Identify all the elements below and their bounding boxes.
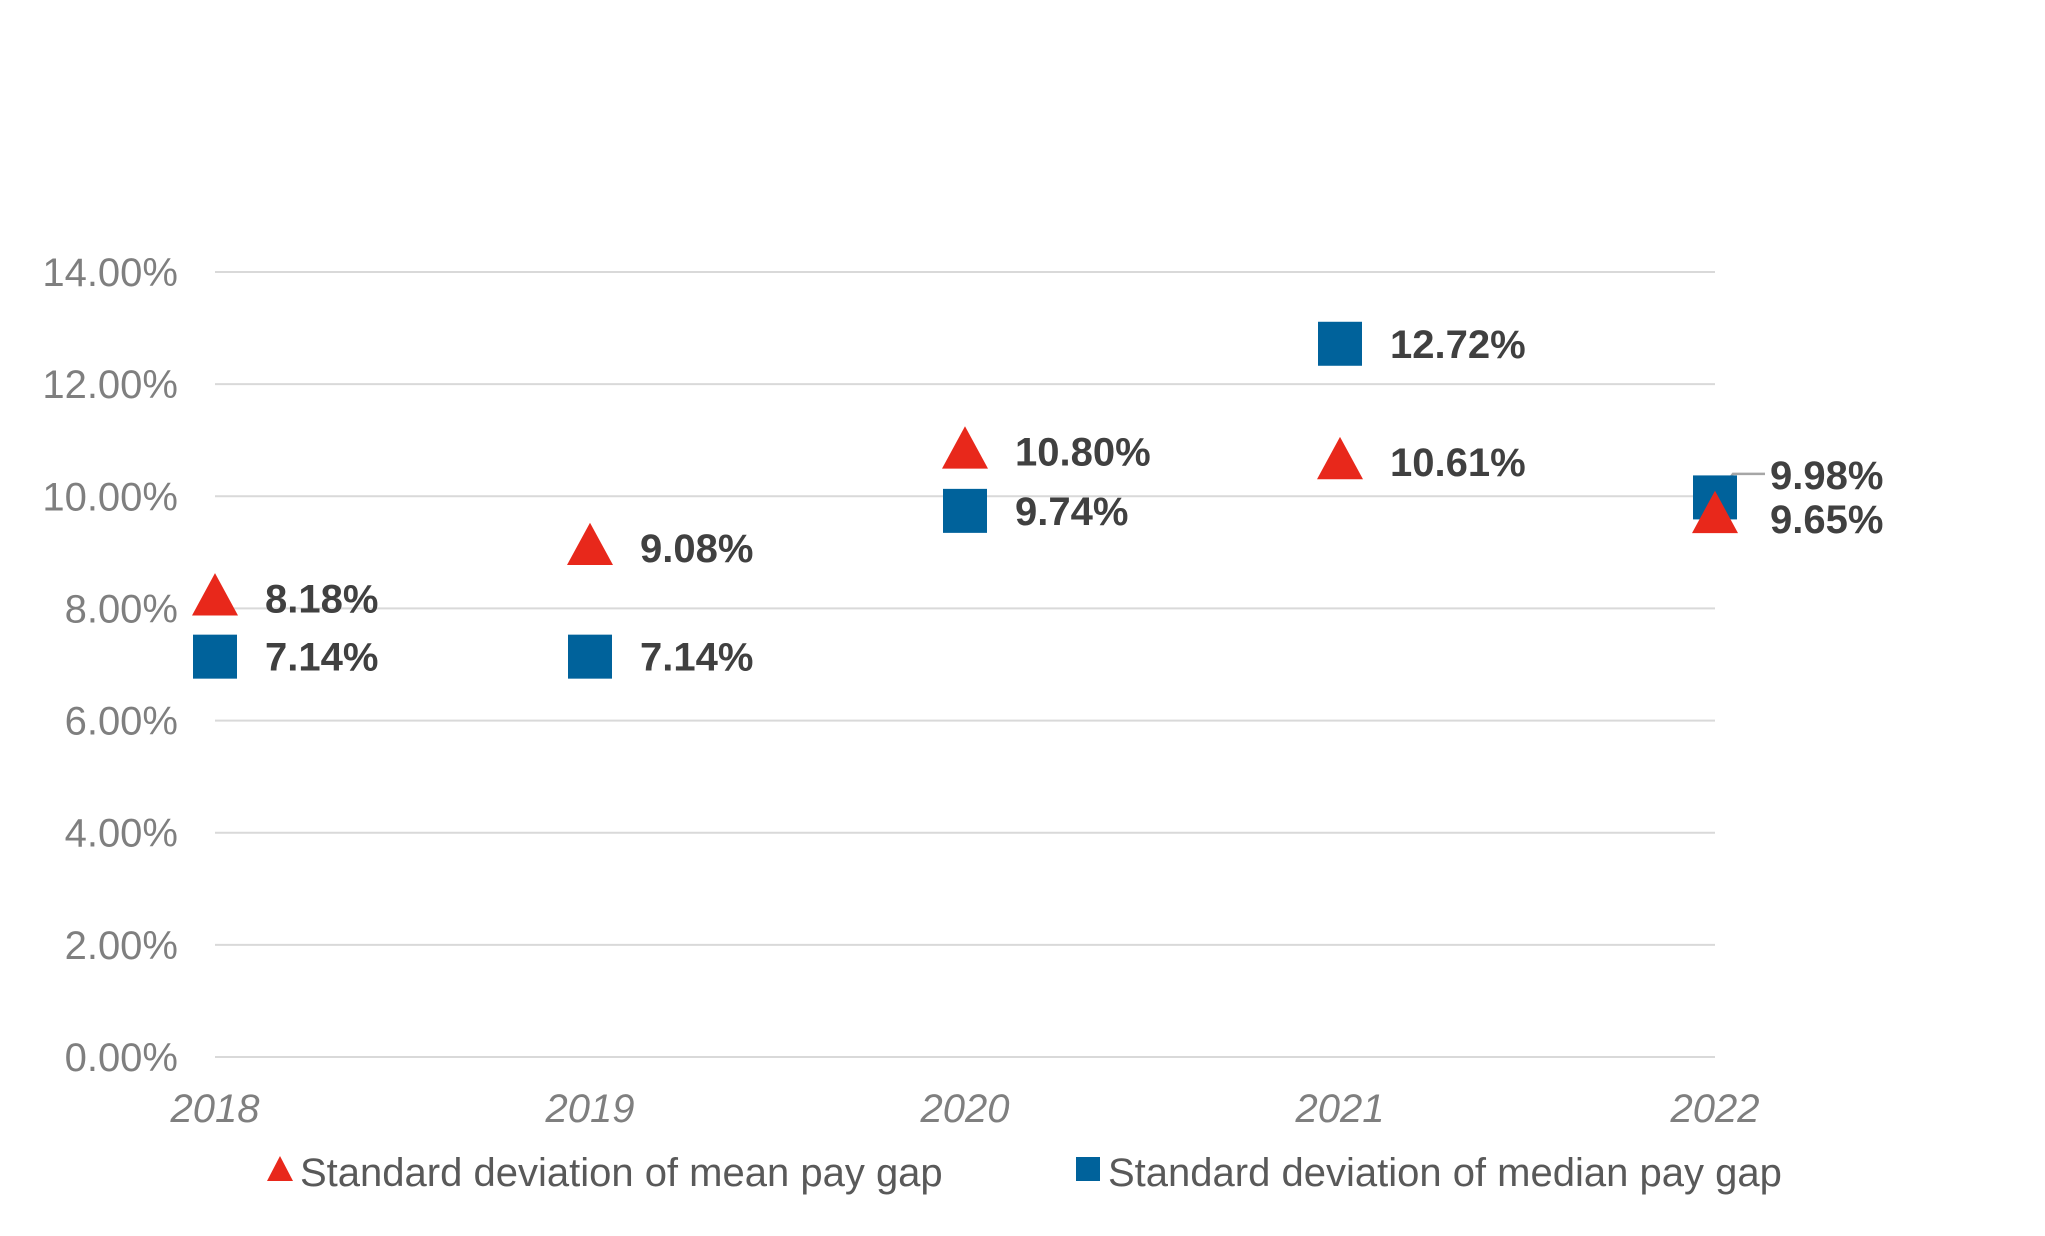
legend-label: Standard deviation of median pay gap bbox=[1108, 1151, 1782, 1195]
mean-data-label: 9.65% bbox=[1770, 498, 1883, 542]
y-tick-label: 6.00% bbox=[65, 700, 178, 744]
median-data-label: 9.74% bbox=[1015, 490, 1128, 534]
y-tick-label: 10.00% bbox=[42, 475, 178, 519]
mean-triangle-marker bbox=[1692, 490, 1738, 534]
median-data-label: 9.98% bbox=[1770, 454, 1883, 498]
x-tick-label: 2022 bbox=[1670, 1087, 1760, 1131]
legend-triangle-marker bbox=[267, 1156, 293, 1181]
mean-data-label: 9.08% bbox=[640, 527, 753, 571]
gridlines bbox=[215, 271, 1715, 1058]
y-tick-label: 0.00% bbox=[65, 1036, 178, 1080]
x-tick-label: 2019 bbox=[545, 1087, 635, 1131]
mean-triangle-marker bbox=[192, 573, 238, 616]
mean-data-label: 10.80% bbox=[1015, 430, 1151, 474]
legend-label: Standard deviation of mean pay gap bbox=[300, 1151, 943, 1195]
median-square-marker bbox=[943, 488, 987, 533]
y-tick-label: 2.00% bbox=[65, 924, 178, 968]
legend: Standard deviation of mean pay gap Standa… bbox=[267, 1151, 1782, 1195]
y-tick-label: 4.00% bbox=[65, 812, 178, 856]
legend-square-marker bbox=[1076, 1157, 1100, 1181]
x-tick-label: 2021 bbox=[1295, 1087, 1385, 1131]
x-tick-label: 2018 bbox=[170, 1087, 261, 1131]
x-axis-ticks: 2018 2019 2020 2021 2022 bbox=[170, 1087, 1760, 1131]
x-tick-label: 2020 bbox=[920, 1087, 1010, 1131]
mean-data-label: 10.61% bbox=[1390, 441, 1526, 485]
median-data-label: 7.14% bbox=[640, 636, 753, 680]
mean-data-label: 8.18% bbox=[265, 577, 378, 621]
y-tick-label: 14.00% bbox=[42, 251, 178, 295]
mean-triangle-marker bbox=[942, 426, 988, 469]
mean-triangle-marker bbox=[567, 522, 613, 566]
median-square-marker bbox=[193, 634, 237, 679]
data-labels: 8.18% 9.08% 10.80% 10.61% 9.65% 7.14% 7.14% 9.7… bbox=[265, 323, 1883, 680]
y-tick-label: 8.00% bbox=[65, 587, 178, 631]
y-axis-ticks: 0.00% 2.00% 4.00% 6.00% 8.00% 10.00% 12.00% 14.… bbox=[42, 251, 178, 1080]
median-square-marker bbox=[1318, 321, 1362, 366]
median-data-label: 12.72% bbox=[1390, 323, 1526, 367]
median-square-marker bbox=[568, 634, 612, 679]
y-tick-label: 12.00% bbox=[42, 363, 178, 407]
data-markers bbox=[192, 321, 1738, 679]
median-data-label: 7.14% bbox=[265, 636, 378, 680]
mean-triangle-marker bbox=[1317, 436, 1363, 480]
